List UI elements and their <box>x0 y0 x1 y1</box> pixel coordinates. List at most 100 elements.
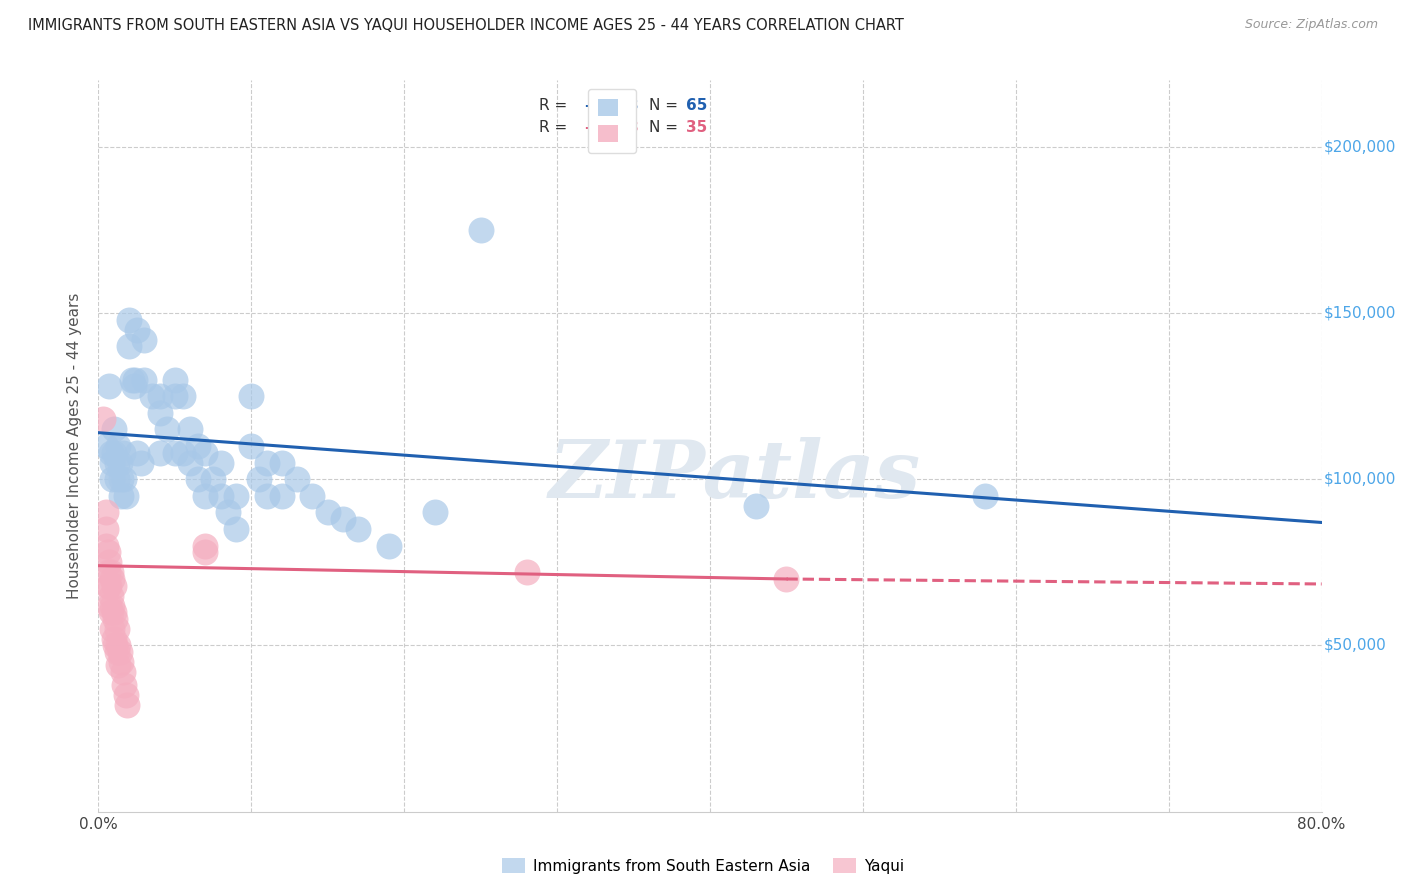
Text: -0.178: -0.178 <box>583 98 638 113</box>
Point <box>103 579 125 593</box>
Point <box>112 472 135 486</box>
Point <box>141 389 163 403</box>
Point <box>117 698 139 713</box>
Point <box>775 572 797 586</box>
Text: 65: 65 <box>686 98 707 113</box>
Point <box>247 472 270 486</box>
Point <box>470 223 492 237</box>
Point <box>107 639 129 653</box>
Point <box>121 372 143 386</box>
Point <box>118 312 141 326</box>
Point <box>172 389 194 403</box>
Point <box>149 389 172 403</box>
Point <box>209 456 232 470</box>
Point <box>98 379 121 393</box>
Point <box>97 545 120 559</box>
Point <box>103 632 125 646</box>
Point <box>105 645 128 659</box>
Point <box>103 605 125 619</box>
Point <box>209 489 232 503</box>
Point <box>256 489 278 503</box>
Text: R =: R = <box>538 120 572 136</box>
Point <box>94 439 117 453</box>
Point <box>270 456 292 470</box>
Point <box>94 522 117 536</box>
Point <box>134 333 156 347</box>
Point <box>105 622 128 636</box>
Point <box>125 323 148 337</box>
Point <box>118 339 141 353</box>
Legend: , : , <box>588 88 637 153</box>
Point <box>172 445 194 459</box>
Point <box>217 506 239 520</box>
Legend: Immigrants from South Eastern Asia, Yaqui: Immigrants from South Eastern Asia, Yaqu… <box>496 852 910 880</box>
Point <box>516 566 538 580</box>
Text: N =: N = <box>648 98 683 113</box>
Point <box>105 472 128 486</box>
Point <box>270 489 292 503</box>
Point <box>111 665 134 679</box>
Point <box>149 445 172 459</box>
Point <box>347 522 370 536</box>
Text: R =: R = <box>538 98 572 113</box>
Point <box>100 589 122 603</box>
Point <box>108 645 131 659</box>
Point <box>98 599 121 613</box>
Point <box>974 489 997 503</box>
Point <box>187 439 209 453</box>
Point <box>98 579 121 593</box>
Point <box>316 506 339 520</box>
Point <box>103 422 125 436</box>
Point <box>110 489 132 503</box>
Point <box>163 445 186 459</box>
Point <box>101 456 124 470</box>
Point <box>285 472 308 486</box>
Point <box>104 639 127 653</box>
Point <box>108 456 131 470</box>
Point <box>163 372 186 386</box>
Point <box>163 389 186 403</box>
Text: N =: N = <box>648 120 683 136</box>
Point <box>111 445 134 459</box>
Point <box>149 406 172 420</box>
Text: $50,000: $50,000 <box>1324 638 1386 653</box>
Point <box>187 472 209 486</box>
Point <box>124 372 146 386</box>
Point <box>101 472 124 486</box>
Point <box>745 499 768 513</box>
Y-axis label: Householder Income Ages 25 - 44 years: Householder Income Ages 25 - 44 years <box>67 293 83 599</box>
Point <box>101 599 124 613</box>
Point <box>103 445 125 459</box>
Text: $100,000: $100,000 <box>1324 472 1396 487</box>
Point <box>100 566 122 580</box>
Point <box>122 379 145 393</box>
Text: -0.008: -0.008 <box>583 120 638 136</box>
Point <box>115 689 138 703</box>
Point <box>194 539 217 553</box>
Point <box>94 506 117 520</box>
Point <box>332 512 354 526</box>
Point <box>301 489 323 503</box>
Point <box>179 456 201 470</box>
Point <box>107 658 129 673</box>
Point <box>94 539 117 553</box>
Point <box>129 456 152 470</box>
Point <box>202 472 225 486</box>
Point <box>225 522 247 536</box>
Point <box>97 579 120 593</box>
Point <box>107 439 129 453</box>
Point <box>125 445 148 459</box>
Point <box>423 506 446 520</box>
Text: $150,000: $150,000 <box>1324 306 1396 320</box>
Point <box>110 655 132 669</box>
Point <box>91 412 114 426</box>
Point <box>101 572 124 586</box>
Point <box>240 439 263 453</box>
Text: IMMIGRANTS FROM SOUTH EASTERN ASIA VS YAQUI HOUSEHOLDER INCOME AGES 25 - 44 YEAR: IMMIGRANTS FROM SOUTH EASTERN ASIA VS YA… <box>28 18 904 33</box>
Point <box>101 622 124 636</box>
Point <box>194 545 217 559</box>
Point <box>194 445 217 459</box>
Point <box>378 539 401 553</box>
Point <box>134 372 156 386</box>
Point <box>225 489 247 503</box>
